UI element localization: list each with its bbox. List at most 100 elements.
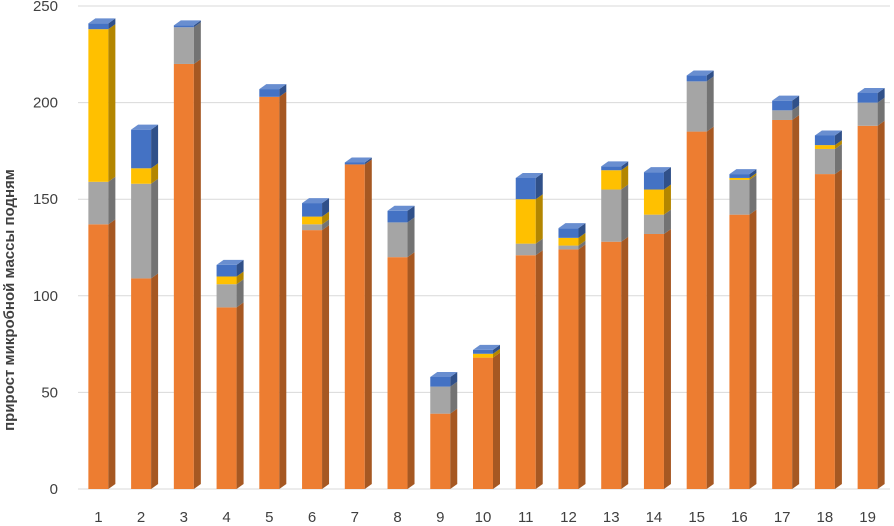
bar-segment-side (151, 163, 159, 184)
bar-segment (601, 189, 622, 242)
bars (88, 18, 885, 490)
bar-stack (473, 344, 500, 489)
bar-top (686, 70, 714, 76)
bar-segment-side (450, 381, 458, 414)
bar-segment-side (535, 238, 543, 256)
bar-top (558, 223, 586, 229)
bar-segment (344, 164, 365, 489)
bar-segment (814, 148, 835, 175)
bar-segment-side (279, 84, 287, 97)
bar-segment (686, 75, 707, 82)
bar-segment (302, 224, 323, 231)
bar-segment-side (792, 114, 800, 489)
y-tick-label: 0 (50, 481, 58, 498)
bar-segment-side (450, 408, 458, 489)
bar-segment-side (493, 348, 500, 358)
x-tick-label: 4 (222, 509, 230, 526)
bar-segment-side (493, 344, 500, 354)
bar-segment-side (151, 273, 159, 489)
bar-stack (643, 167, 671, 489)
bar-segment (302, 230, 323, 489)
bar-top (88, 18, 116, 24)
bar-segment (558, 237, 579, 246)
x-tick-label: 5 (265, 509, 273, 526)
bar-top (387, 205, 415, 211)
bar-segment-side (407, 252, 415, 489)
bar-segment-side (108, 24, 116, 182)
bar-segment (473, 357, 493, 489)
bar-segment-side (834, 169, 842, 490)
bar-segment-side (407, 205, 415, 223)
bar-segment (88, 29, 109, 182)
bar-segment-side (706, 76, 714, 132)
bar-stack (814, 130, 842, 490)
bar-segment (729, 174, 750, 178)
bar-segment (88, 23, 109, 30)
x-axis-ticks: 1 2 3 4 5 6 7 8 9 10 11 12 13 14 15 16 17 18 19 (94, 509, 876, 526)
bar-segment-side (535, 194, 543, 244)
bar-stack (772, 95, 800, 489)
y-tick-label: 200 (33, 95, 58, 112)
y-axis-label: прирост микробной массы подням (1, 169, 18, 431)
bar-segment-side (621, 161, 629, 171)
bar-top (131, 124, 159, 130)
bar-segment-side (792, 95, 800, 111)
bar-segment-side (535, 172, 543, 200)
x-tick-label: 8 (393, 509, 401, 526)
bar-segment (216, 307, 237, 489)
x-tick-label: 11 (518, 509, 534, 526)
x-tick-label: 17 (774, 509, 791, 526)
bar-segment-side (151, 178, 159, 279)
bar-segment-side (749, 209, 757, 489)
bar-segment (430, 413, 451, 489)
bar-segment-side (364, 157, 372, 165)
bar-segment (814, 174, 835, 490)
bar-segment (430, 386, 451, 414)
bar-segment (558, 228, 579, 238)
bar-segment (387, 222, 408, 258)
bar-segment-side (792, 105, 800, 120)
bar-segment-side (663, 167, 671, 190)
bar-segment-side (877, 97, 885, 126)
bar-segment (473, 349, 493, 354)
bar-segment (601, 166, 622, 171)
bar-segment (601, 170, 622, 190)
bar-segment (515, 255, 536, 489)
bar-stack (857, 87, 885, 489)
bar-top (430, 371, 458, 377)
bar-segment-side (877, 87, 885, 103)
bar-stack (173, 20, 201, 490)
bar-segment (729, 214, 750, 489)
bar-segment (772, 100, 793, 111)
bar-stack (216, 259, 244, 489)
bar-stack (686, 70, 714, 489)
bar-segment (387, 257, 408, 489)
bar-stack (515, 172, 543, 489)
bar-stack (430, 371, 458, 489)
bar-top (173, 20, 201, 26)
bar-segment-side (578, 240, 586, 250)
x-tick-label: 1 (94, 509, 102, 526)
x-tick-label: 18 (817, 509, 834, 526)
bar-segment (515, 177, 536, 200)
bar-top (643, 167, 671, 173)
bar-segment (601, 241, 622, 489)
x-tick-label: 9 (436, 509, 444, 526)
bar-segment (387, 210, 408, 223)
x-tick-label: 15 (688, 509, 705, 526)
bar-segment (729, 179, 750, 215)
bar-segment-side (621, 236, 629, 489)
bar-segment-side (236, 302, 244, 489)
bar-segment (772, 110, 793, 120)
bar-segment-side (322, 198, 330, 217)
bar-segment-side (407, 217, 415, 258)
bar-segment-side (322, 219, 330, 231)
bar-segment (88, 181, 109, 225)
bar-segment-side (535, 250, 543, 489)
x-tick-label: 10 (475, 509, 492, 526)
bar-segment (259, 89, 280, 97)
bar-segment-side (193, 22, 201, 64)
bar-segment (131, 278, 152, 489)
bar-stack (88, 18, 116, 490)
bar-segment-side (663, 209, 671, 234)
